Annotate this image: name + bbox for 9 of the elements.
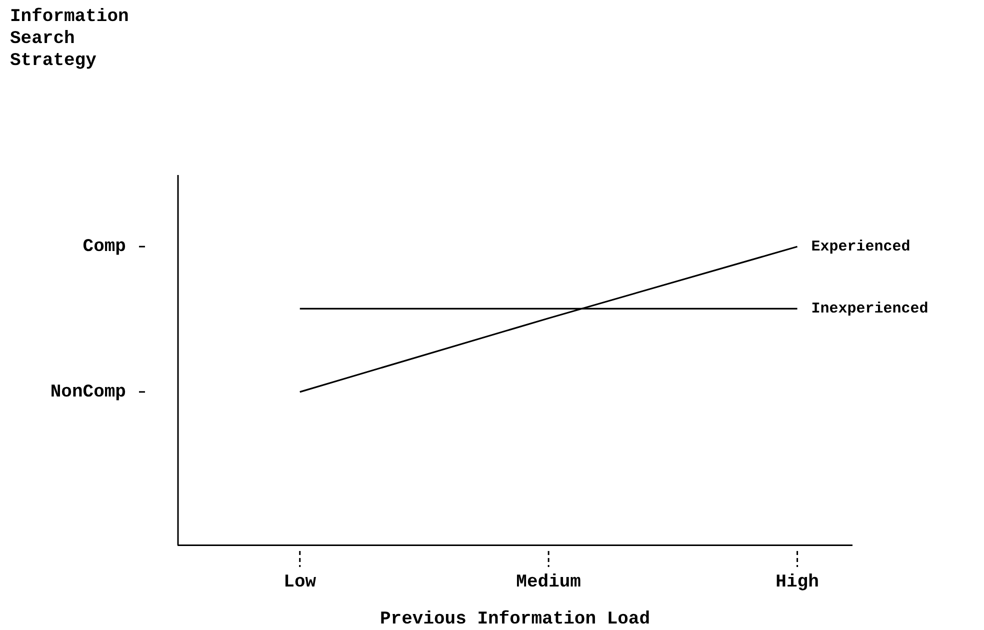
x-tick-label: Low [284,572,316,592]
series-label: Inexperienced [811,300,928,318]
x-tick-label: High [776,572,819,592]
text: Comp [82,237,126,258]
text: NonComp [50,382,126,402]
x-tick-label: Medium [516,572,582,592]
text: Information Search Strategy [10,6,130,72]
x-axis-title: Previous Information Load [380,610,650,630]
series-label: Experienced [811,238,910,256]
